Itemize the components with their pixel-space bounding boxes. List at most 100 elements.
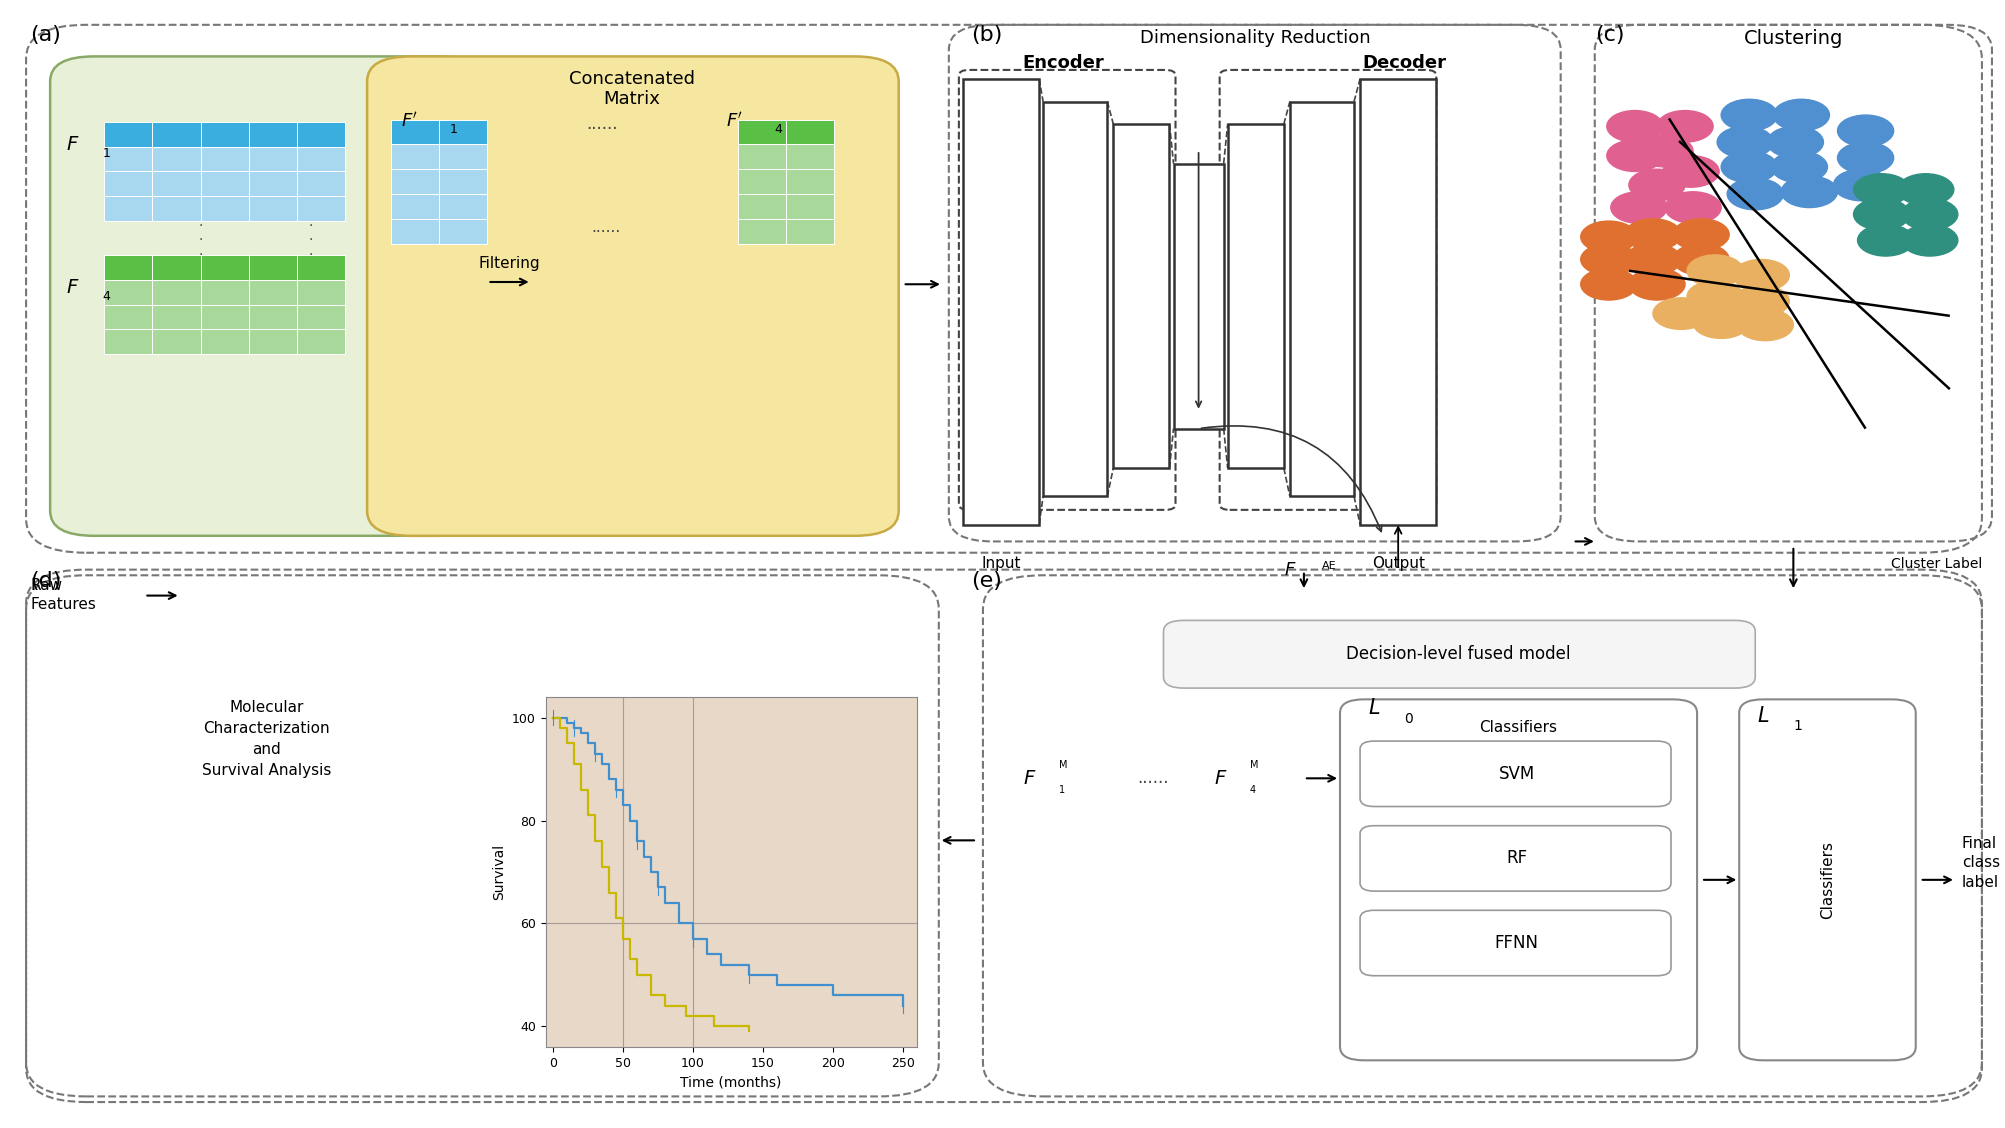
Text: (a): (a) xyxy=(30,25,60,45)
Bar xyxy=(439,144,487,169)
Bar xyxy=(200,147,249,171)
Text: 4: 4 xyxy=(102,290,110,303)
Text: M: M xyxy=(1059,760,1067,769)
Bar xyxy=(439,219,487,244)
Text: SVM: SVM xyxy=(1498,765,1534,783)
Text: Clustering: Clustering xyxy=(1742,29,1843,47)
Bar xyxy=(152,171,200,196)
Circle shape xyxy=(1606,111,1662,142)
FancyBboxPatch shape xyxy=(367,56,898,536)
Text: Cluster Label: Cluster Label xyxy=(1891,557,1981,571)
Text: (b): (b) xyxy=(970,25,1002,45)
Bar xyxy=(1173,164,1223,429)
Text: RF: RF xyxy=(1506,849,1526,867)
Bar xyxy=(738,144,786,169)
Circle shape xyxy=(1672,244,1728,275)
Bar xyxy=(391,120,439,144)
Bar xyxy=(1289,102,1353,496)
FancyBboxPatch shape xyxy=(1359,826,1670,891)
X-axis label: Time (months): Time (months) xyxy=(680,1075,782,1089)
Bar xyxy=(200,196,249,221)
Bar xyxy=(249,196,297,221)
FancyBboxPatch shape xyxy=(1163,620,1754,688)
Circle shape xyxy=(1770,151,1827,183)
Bar xyxy=(962,79,1039,525)
Bar xyxy=(297,196,345,221)
Circle shape xyxy=(1833,169,1889,201)
Circle shape xyxy=(1716,126,1772,158)
Bar xyxy=(249,305,297,329)
Text: (d): (d) xyxy=(30,571,62,591)
Text: 0: 0 xyxy=(1404,712,1412,725)
Circle shape xyxy=(1857,224,1913,256)
Circle shape xyxy=(1720,151,1776,183)
Bar xyxy=(786,219,834,244)
Circle shape xyxy=(1672,219,1728,250)
Bar xyxy=(297,171,345,196)
Bar xyxy=(200,171,249,196)
Bar xyxy=(786,144,834,169)
Bar xyxy=(297,122,345,147)
Bar xyxy=(104,122,152,147)
Circle shape xyxy=(1853,174,1909,205)
Text: ·: · xyxy=(198,248,203,262)
Bar xyxy=(104,196,152,221)
Text: ·: · xyxy=(309,219,313,232)
Text: Output: Output xyxy=(1371,556,1424,571)
Text: $L$: $L$ xyxy=(1756,706,1768,726)
Circle shape xyxy=(1610,192,1666,223)
Text: 1: 1 xyxy=(449,123,457,136)
FancyBboxPatch shape xyxy=(1738,699,1915,1060)
Text: AE: AE xyxy=(1321,561,1335,571)
Bar xyxy=(786,169,834,194)
Bar xyxy=(104,255,152,280)
Text: Final
class
label: Final class label xyxy=(1961,836,1999,890)
Circle shape xyxy=(1732,285,1788,317)
Text: Decoder: Decoder xyxy=(1361,54,1446,72)
Bar xyxy=(297,305,345,329)
Bar xyxy=(738,219,786,244)
Bar xyxy=(104,280,152,305)
Bar xyxy=(439,194,487,219)
Circle shape xyxy=(1624,219,1680,250)
Text: Encoder: Encoder xyxy=(1023,54,1103,72)
Circle shape xyxy=(1692,307,1748,338)
Circle shape xyxy=(1901,224,1957,256)
Text: 1: 1 xyxy=(1059,785,1065,794)
Bar xyxy=(297,147,345,171)
Text: Raw
Features: Raw Features xyxy=(30,578,96,613)
Bar xyxy=(1043,102,1107,496)
Circle shape xyxy=(1732,259,1788,291)
Text: 4: 4 xyxy=(1249,785,1255,794)
FancyArrowPatch shape xyxy=(1201,426,1381,531)
Text: Concatenated: Concatenated xyxy=(569,70,694,88)
Text: ·: · xyxy=(198,219,203,232)
Text: 1: 1 xyxy=(102,147,110,160)
Bar xyxy=(152,305,200,329)
Bar xyxy=(152,122,200,147)
Circle shape xyxy=(1853,199,1909,230)
Bar xyxy=(104,305,152,329)
Bar xyxy=(152,196,200,221)
Bar xyxy=(391,144,439,169)
Bar xyxy=(200,255,249,280)
Circle shape xyxy=(1624,244,1680,275)
Text: (c): (c) xyxy=(1594,25,1624,45)
Text: $F$: $F$ xyxy=(66,279,80,297)
Text: $F'$: $F'$ xyxy=(401,112,417,130)
Text: Molecular
Characterization
and
Survival Analysis: Molecular Characterization and Survival … xyxy=(203,699,331,778)
Circle shape xyxy=(1628,169,1684,201)
Bar xyxy=(152,329,200,354)
Circle shape xyxy=(1897,174,1953,205)
Bar xyxy=(786,194,834,219)
Bar xyxy=(200,305,249,329)
Bar xyxy=(249,329,297,354)
Bar xyxy=(297,255,345,280)
Text: Input: Input xyxy=(980,556,1021,571)
Text: Matrix: Matrix xyxy=(604,90,660,108)
Circle shape xyxy=(1772,99,1829,131)
Bar xyxy=(786,120,834,144)
Circle shape xyxy=(1662,156,1718,187)
Bar xyxy=(249,255,297,280)
Text: $F$: $F$ xyxy=(1213,769,1227,787)
